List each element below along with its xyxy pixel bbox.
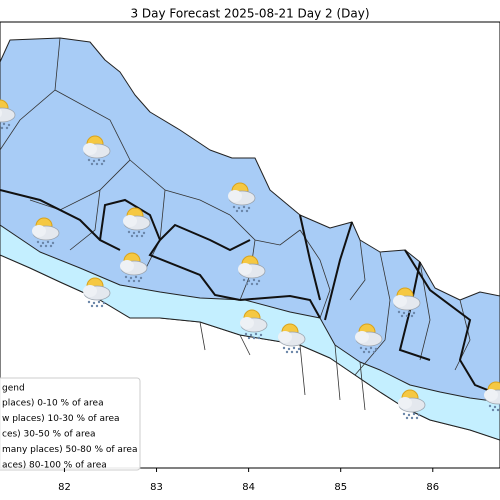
- legend: gend places) 0-10 % of area w places) 10-…: [0, 377, 141, 471]
- x-tick-label: 84: [242, 482, 255, 493]
- x-tick-label: 83: [150, 482, 163, 493]
- terai-region: [0, 224, 500, 441]
- legend-entry: ces) 30-50 % of area: [2, 430, 96, 440]
- legend-entry: w places) 10-30 % of area: [2, 414, 120, 424]
- map-title: 3 Day Forecast 2025-08-21 Day 2 (Day): [130, 7, 369, 21]
- legend-entry: places) 0-10 % of area: [2, 399, 104, 409]
- x-tick-label: 85: [334, 482, 347, 493]
- legend-entry: many places) 50-80 % of area: [2, 445, 137, 455]
- x-tick-label: 82: [58, 482, 71, 493]
- legend-box: [0, 377, 141, 471]
- legend-title: gend: [2, 384, 25, 394]
- x-tick-label: 86: [426, 482, 439, 493]
- legend-entry: aces) 80-100 % of area: [2, 461, 107, 471]
- district-borders: [0, 37, 471, 411]
- province-borders: [0, 189, 500, 396]
